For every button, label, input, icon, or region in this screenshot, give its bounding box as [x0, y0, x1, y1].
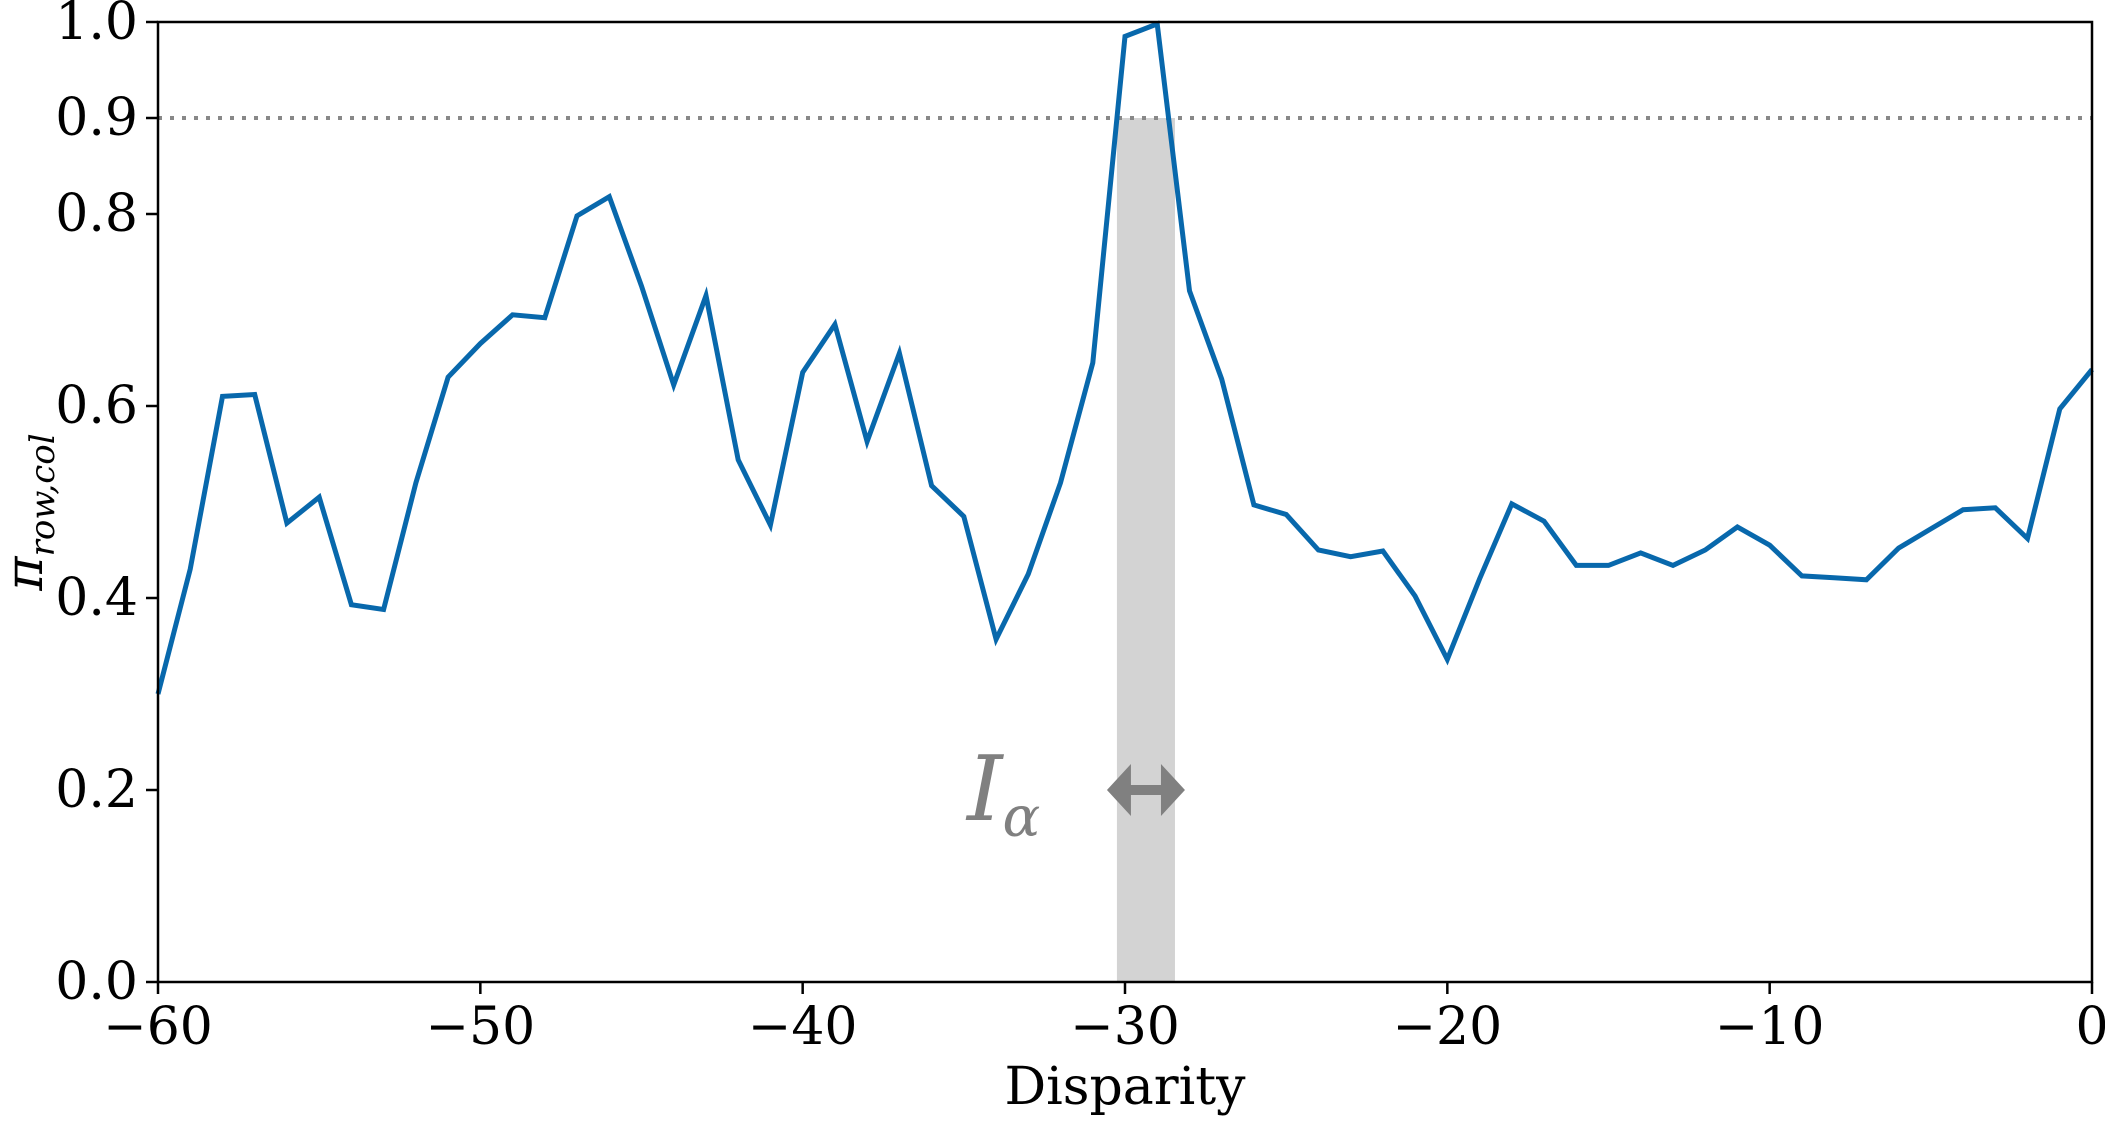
y-tick-label: 0.8: [55, 184, 138, 244]
confidence-interval-band: [1116, 118, 1175, 982]
x-tick-label: −50: [425, 997, 535, 1057]
x-tick-label: −30: [1070, 997, 1180, 1057]
y-axis-label-symbol: π: [0, 556, 55, 592]
y-axis-label: πrow,col: [0, 433, 63, 591]
interval-arrow-right-head: [1160, 764, 1185, 816]
y-tick-label: 0.4: [55, 568, 138, 628]
x-axis-label: Disparity: [1004, 1057, 1246, 1117]
x-tick-label: −20: [1392, 997, 1502, 1057]
y-tick-label: 0.0: [55, 952, 138, 1012]
y-tick-label: 0.6: [55, 376, 138, 436]
x-tick-label: −60: [103, 997, 213, 1057]
y-tick-label: 1.0: [55, 0, 138, 52]
y-tick-label: 0.2: [55, 760, 138, 820]
interval-arrow-left-head: [1106, 764, 1131, 816]
x-tick-label: 0: [2075, 997, 2105, 1057]
interval-annotation: Iα: [965, 737, 1040, 850]
series-line-0: [155, 20, 2094, 695]
x-tick-label: −10: [1715, 997, 1825, 1057]
y-tick-label: 0.9: [55, 88, 138, 148]
x-tick-label: −40: [748, 997, 858, 1057]
y-axis-label-subscript: row,col: [23, 433, 63, 556]
